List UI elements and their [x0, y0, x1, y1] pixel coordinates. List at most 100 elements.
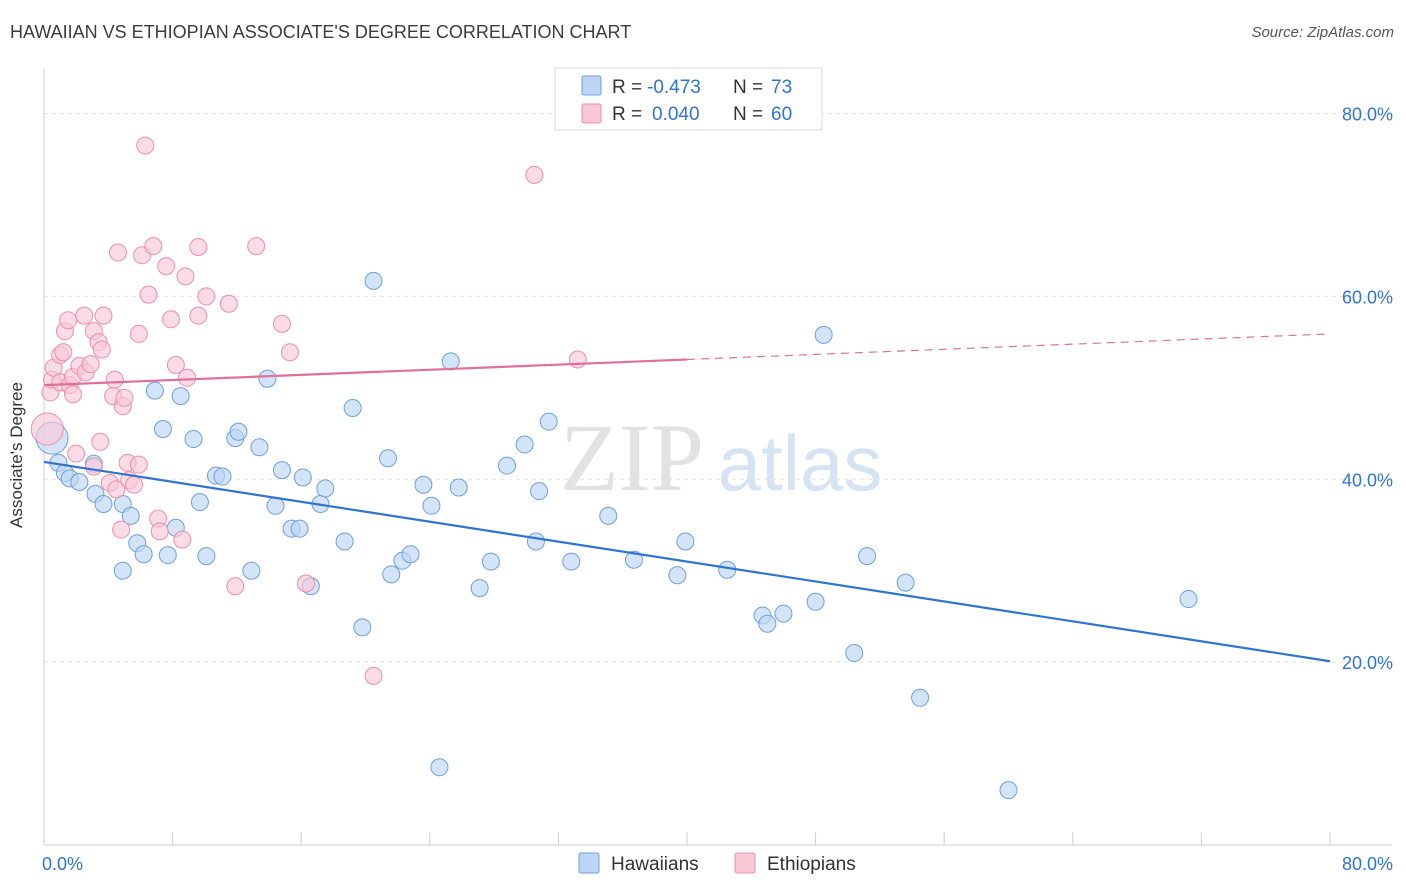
ethiopian-point	[364, 666, 383, 685]
ethiopian-point	[129, 324, 148, 343]
hawaiian-point	[382, 565, 401, 584]
stats-legend: R = -0.473 N = 73 R = 0.040 N = 60	[554, 67, 823, 131]
ethiopian-point	[54, 343, 73, 362]
stats-n-label-1: N =	[733, 77, 763, 98]
ethiopian-point	[59, 311, 78, 330]
ethiopian-point	[105, 370, 124, 389]
hawaiian-point	[158, 546, 177, 565]
watermark-atlas: atlas	[718, 419, 883, 507]
ethiopian-point	[115, 388, 134, 407]
ethiopian-point	[30, 412, 64, 446]
watermark-zip: ZIP	[560, 404, 704, 511]
source-label: Source: ZipAtlas.com	[1251, 24, 1394, 41]
hawaiian-point	[539, 412, 558, 431]
x-tick-label: 80.0%	[1342, 854, 1393, 874]
ethiopian-point	[176, 267, 195, 286]
ethiopian-point	[139, 285, 158, 304]
ethiopian-point	[247, 237, 266, 256]
hawaiian-point	[562, 552, 581, 571]
hawaiian-point	[184, 430, 203, 449]
hawaiian-point	[113, 561, 132, 580]
hawaiian-point	[845, 644, 864, 662]
hawaiian-point	[676, 532, 695, 551]
y-tick-label: 80.0%	[1342, 105, 1393, 125]
hawaiian-point	[121, 506, 140, 525]
ethiopian-point	[63, 385, 82, 404]
stats-r-label-2: R =	[612, 104, 642, 125]
ethiopian-point	[150, 522, 169, 541]
zipatlas-watermark: ZIP atlas	[560, 404, 882, 511]
ethiopian-point	[91, 432, 110, 451]
ethiopian-point	[107, 480, 126, 499]
ethiopian-point	[280, 343, 299, 362]
stats-r-value-2: 0.040	[652, 104, 700, 125]
hawaiian-point	[379, 449, 398, 468]
hawaiian-point	[668, 566, 687, 585]
ethiopian-point	[94, 306, 113, 325]
hawaiian-point	[229, 422, 248, 441]
hawaiian-point	[515, 435, 534, 454]
hawaiian-point	[1179, 590, 1198, 609]
ethiopian-point	[125, 475, 144, 494]
series-legend: Hawaiians Ethiopians	[578, 852, 856, 875]
y-tick-label: 20.0%	[1342, 653, 1393, 673]
hawaiian-point	[858, 547, 877, 566]
ethiopian-point	[219, 294, 238, 313]
gridlines	[44, 113, 1392, 663]
axes	[43, 68, 1392, 846]
hawaiian-point	[250, 438, 269, 457]
hawaiian-point	[814, 325, 833, 344]
stats-hawaiians-swatch	[581, 75, 602, 96]
ethiopian-point	[81, 355, 100, 374]
hawaiian-point	[258, 369, 277, 388]
ethiopian-point	[84, 457, 103, 476]
hawaiian-point	[774, 604, 793, 623]
stats-n-label-2: N =	[733, 104, 763, 125]
ethiopian-point	[525, 165, 544, 184]
legend-ethiopians-label: Ethiopians	[767, 854, 856, 875]
stats-r-label-1: R =	[612, 77, 642, 98]
ethiopian-point	[173, 530, 192, 549]
ethiopian-point	[75, 306, 94, 325]
ethiopian-point	[108, 243, 127, 262]
hawaiian-point	[526, 532, 545, 551]
stats-ethiopians-swatch	[581, 103, 602, 124]
hawaiian-point	[530, 482, 549, 501]
hawaiian-point	[242, 561, 261, 580]
hawaiian-point	[70, 473, 89, 492]
y-tick-label: 60.0%	[1342, 287, 1393, 307]
hawaiian-point	[316, 479, 335, 498]
hawaiian-point	[497, 456, 516, 475]
hawaiian-point	[197, 547, 216, 566]
ethiopian-point	[67, 444, 86, 463]
data-points	[30, 136, 1198, 800]
ethiopian-point	[157, 257, 176, 276]
hawaiian-point	[364, 271, 383, 290]
hawaiian-point	[911, 688, 930, 707]
trend-line-ethiopians	[43, 358, 688, 387]
hawaiian-point	[401, 545, 420, 564]
hawaiian-point	[806, 592, 825, 611]
hawaiian-point	[430, 758, 449, 777]
hawaiian-point	[414, 475, 433, 494]
trend-line-extension-ethiopians	[686, 333, 1331, 361]
hawaiian-point	[758, 614, 777, 633]
ethiopian-point	[129, 455, 148, 474]
stats-r-value-1: -0.473	[647, 77, 701, 98]
ethiopian-point	[166, 356, 185, 374]
ethiopian-point	[272, 314, 291, 333]
hawaiian-point	[343, 398, 362, 417]
hawaiian-point	[153, 420, 172, 438]
hawaiian-point	[272, 461, 291, 480]
y-tick-label: 40.0%	[1342, 470, 1393, 490]
ethiopian-point	[297, 574, 316, 593]
hawaiian-point	[94, 494, 113, 513]
ethiopian-point	[92, 340, 111, 359]
hawaiian-point	[171, 387, 190, 406]
hawaiian-point	[422, 496, 441, 515]
hawaiian-point	[441, 352, 460, 371]
ethiopian-point	[189, 238, 208, 257]
hawaiian-point	[481, 552, 500, 571]
hawaiian-point	[134, 545, 153, 564]
hawaiian-point	[999, 781, 1018, 800]
